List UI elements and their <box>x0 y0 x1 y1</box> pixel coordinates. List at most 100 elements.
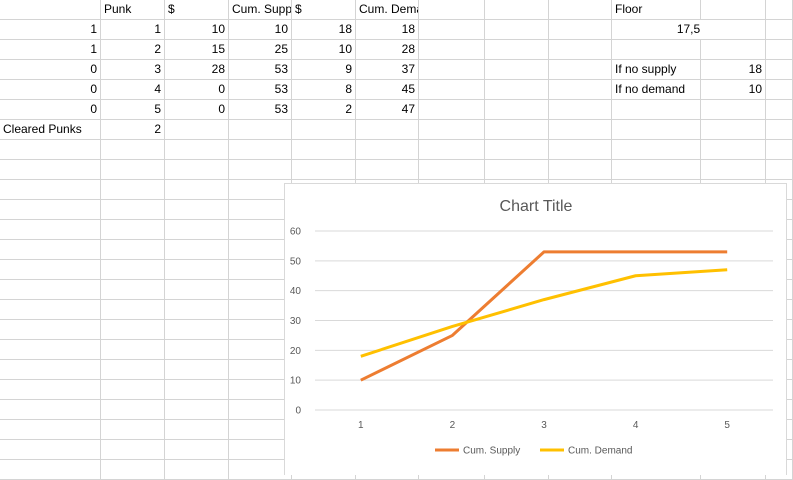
empty-cell[interactable] <box>165 420 229 440</box>
empty-cell[interactable] <box>766 80 793 100</box>
empty-cell[interactable] <box>0 400 101 420</box>
empty-cell[interactable] <box>549 140 612 160</box>
empty-cell[interactable] <box>419 0 485 20</box>
empty-cell[interactable] <box>229 200 292 220</box>
empty-cell[interactable] <box>101 440 165 460</box>
empty-cell[interactable] <box>0 260 101 280</box>
empty-cell[interactable] <box>766 60 793 80</box>
data-cell-d2[interactable]: 10 <box>229 20 292 40</box>
empty-cell[interactable] <box>165 440 229 460</box>
data-cell-e4[interactable]: 9 <box>292 60 356 80</box>
empty-cell[interactable] <box>419 80 485 100</box>
header-cell-e[interactable]: $ <box>292 0 356 20</box>
empty-cell[interactable] <box>229 140 292 160</box>
data-cell-a2[interactable]: 1 <box>0 20 101 40</box>
empty-cell[interactable] <box>549 0 612 20</box>
data-cell-a4[interactable]: 0 <box>0 60 101 80</box>
empty-cell[interactable] <box>165 140 229 160</box>
data-cell-d6[interactable]: 53 <box>229 100 292 120</box>
empty-cell[interactable] <box>165 360 229 380</box>
empty-cell[interactable] <box>101 220 165 240</box>
empty-cell[interactable] <box>292 120 356 140</box>
empty-cell[interactable] <box>229 360 292 380</box>
empty-cell[interactable] <box>165 460 229 480</box>
data-cell-e6[interactable]: 2 <box>292 100 356 120</box>
data-cell-c4[interactable]: 28 <box>165 60 229 80</box>
empty-cell[interactable] <box>165 240 229 260</box>
empty-cell[interactable] <box>229 120 292 140</box>
data-cell-f4[interactable]: 37 <box>356 60 419 80</box>
empty-cell[interactable] <box>701 0 766 20</box>
empty-cell[interactable] <box>165 180 229 200</box>
empty-cell[interactable] <box>0 340 101 360</box>
empty-cell[interactable] <box>485 40 549 60</box>
empty-cell[interactable] <box>485 160 549 180</box>
empty-cell[interactable] <box>485 60 549 80</box>
empty-cell[interactable] <box>549 60 612 80</box>
empty-cell[interactable] <box>612 120 701 140</box>
line-chart[interactable]: Chart Title 0 10 20 30 40 50 60 1 2 3 4 5 Cum. Supply… <box>284 183 787 475</box>
empty-cell[interactable] <box>229 240 292 260</box>
empty-cell[interactable] <box>165 120 229 140</box>
empty-cell[interactable] <box>165 400 229 420</box>
data-cell-d5[interactable]: 53 <box>229 80 292 100</box>
data-cell-b3[interactable]: 2 <box>101 40 165 60</box>
empty-cell[interactable] <box>356 140 419 160</box>
empty-cell[interactable] <box>766 100 793 120</box>
if-no-supply-value[interactable]: 18 <box>701 60 766 80</box>
data-cell-b2[interactable]: 1 <box>101 20 165 40</box>
data-cell-f6[interactable]: 47 <box>356 100 419 120</box>
empty-cell[interactable] <box>485 100 549 120</box>
empty-cell[interactable] <box>419 120 485 140</box>
empty-cell[interactable] <box>549 160 612 180</box>
data-cell-f5[interactable]: 45 <box>356 80 419 100</box>
empty-cell[interactable] <box>101 460 165 480</box>
empty-cell[interactable] <box>101 380 165 400</box>
empty-cell[interactable] <box>0 360 101 380</box>
data-cell-a6[interactable]: 0 <box>0 100 101 120</box>
if-no-supply-label[interactable]: If no supply <box>612 60 701 80</box>
empty-cell[interactable] <box>549 20 612 40</box>
empty-cell[interactable] <box>292 160 356 180</box>
header-cell-d[interactable]: Cum. Supp <box>229 0 292 20</box>
empty-cell[interactable] <box>766 120 793 140</box>
empty-cell[interactable] <box>229 220 292 240</box>
data-cell-d3[interactable]: 25 <box>229 40 292 60</box>
data-cell-c5[interactable]: 0 <box>165 80 229 100</box>
empty-cell[interactable] <box>229 160 292 180</box>
empty-cell[interactable] <box>101 400 165 420</box>
empty-cell[interactable] <box>701 160 766 180</box>
empty-cell[interactable] <box>419 20 485 40</box>
empty-cell[interactable] <box>0 240 101 260</box>
empty-cell[interactable] <box>485 120 549 140</box>
empty-cell[interactable] <box>0 140 101 160</box>
data-cell-e3[interactable]: 10 <box>292 40 356 60</box>
empty-cell[interactable] <box>701 40 766 60</box>
empty-cell[interactable] <box>0 440 101 460</box>
data-cell-f2[interactable]: 18 <box>356 20 419 40</box>
header-cell-f[interactable]: Cum. Demand <box>356 0 419 20</box>
empty-cell[interactable] <box>229 440 292 460</box>
empty-cell[interactable] <box>229 340 292 360</box>
empty-cell[interactable] <box>549 120 612 140</box>
empty-cell[interactable] <box>766 140 793 160</box>
data-cell-a5[interactable]: 0 <box>0 80 101 100</box>
empty-cell[interactable] <box>101 160 165 180</box>
empty-cell[interactable] <box>766 40 793 60</box>
empty-cell[interactable] <box>165 320 229 340</box>
empty-cell[interactable] <box>419 140 485 160</box>
empty-cell[interactable] <box>419 60 485 80</box>
empty-cell[interactable] <box>701 100 766 120</box>
empty-cell[interactable] <box>101 340 165 360</box>
empty-cell[interactable] <box>229 260 292 280</box>
empty-cell[interactable] <box>165 160 229 180</box>
empty-cell[interactable] <box>165 200 229 220</box>
empty-cell[interactable] <box>101 300 165 320</box>
empty-cell[interactable] <box>549 80 612 100</box>
empty-cell[interactable] <box>549 100 612 120</box>
empty-cell[interactable] <box>0 200 101 220</box>
empty-cell[interactable] <box>612 40 701 60</box>
empty-cell[interactable] <box>485 20 549 40</box>
empty-cell[interactable] <box>485 0 549 20</box>
header-cell-b[interactable]: Punk <box>101 0 165 20</box>
